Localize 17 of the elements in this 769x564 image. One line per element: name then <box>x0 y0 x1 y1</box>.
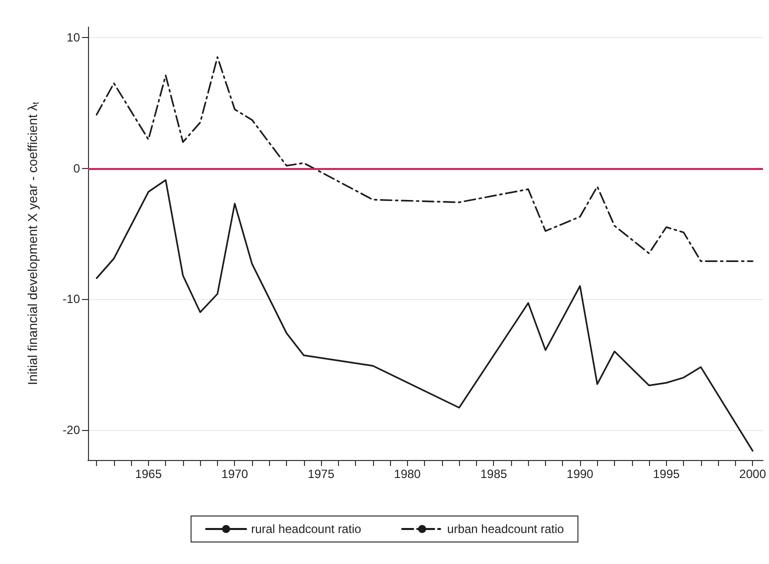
x-tick-label: 1970 <box>221 467 248 481</box>
x-tick-label: 2000 <box>739 467 766 481</box>
x-tick-label: 1985 <box>480 467 508 481</box>
legend-label: urban headcount ratio <box>447 522 564 536</box>
x-tick-label: 1995 <box>652 467 680 481</box>
x-tick-label: 1980 <box>394 467 422 481</box>
y-tick-label: -10 <box>62 292 80 306</box>
y-axis-title: Initial financial development X year - coefficient λt <box>25 101 40 386</box>
x-tick-label: 1975 <box>308 467 335 481</box>
x-tick-label: 1990 <box>566 467 594 481</box>
y-tick-label: -20 <box>62 422 80 437</box>
legend-label: rural headcount ratio <box>251 522 362 536</box>
line-series <box>96 179 754 452</box>
x-tick-label: 1965 <box>135 467 162 481</box>
line-series <box>96 56 754 262</box>
y-tick-label: 10 <box>66 30 80 44</box>
y-tick-label: 0 <box>73 161 80 176</box>
